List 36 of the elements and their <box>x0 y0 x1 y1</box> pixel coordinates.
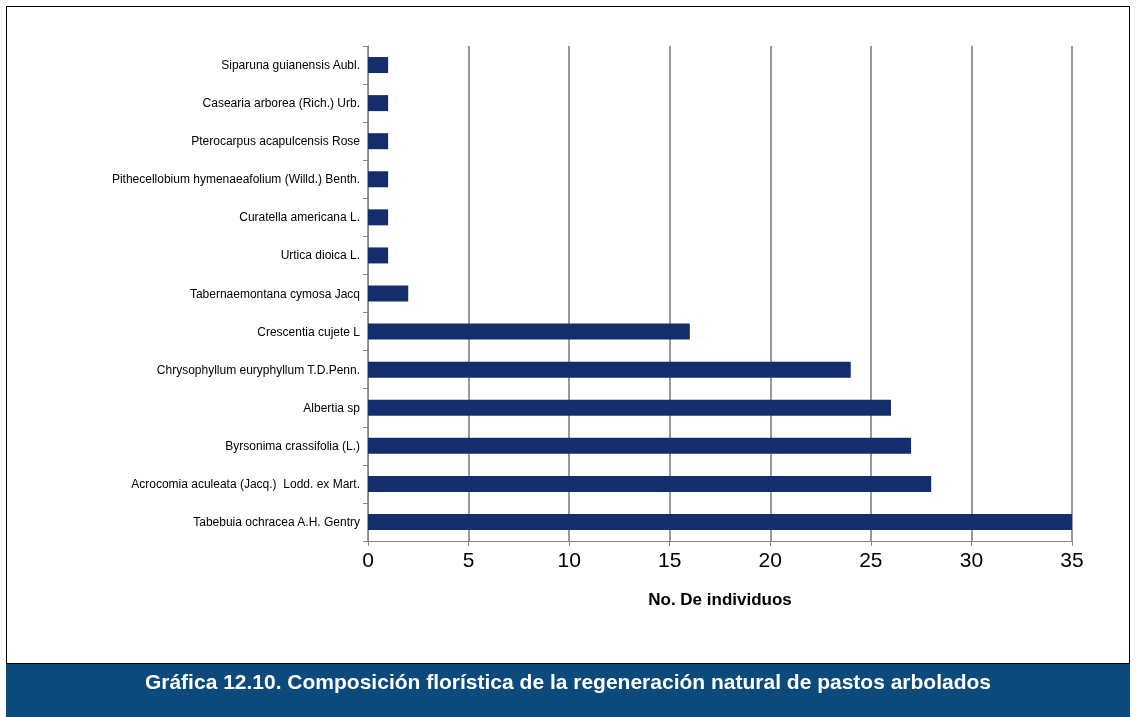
y-tick-label: Byrsonima crassifolia (L.) <box>225 438 360 453</box>
x-tick-label: 0 <box>362 548 374 571</box>
y-tick-label: Acrocomia aculeata (Jacq.) Lodd. ex Mart. <box>131 476 360 491</box>
bar <box>368 247 389 264</box>
x-tick-label: 10 <box>557 548 581 571</box>
bar <box>368 513 1072 530</box>
x-tick-label: 20 <box>758 548 782 571</box>
y-tick-label: Pithecellobium hymenaeafolium (Willd.) Benth. <box>111 172 360 187</box>
bar <box>368 171 389 188</box>
bar <box>368 57 389 74</box>
bar <box>368 133 389 150</box>
y-tick-label: Chrysophyllum euryphyllum T.D.Penn. <box>156 362 360 377</box>
x-tick-label: 25 <box>859 548 883 571</box>
bar <box>368 209 389 226</box>
y-tick-label: Tabebuia ochracea A.H. Gentry <box>193 514 360 529</box>
x-tick-label: 15 <box>658 548 682 571</box>
y-tick-label: Pterocarpus acapulcensis Rose <box>191 134 361 149</box>
bar <box>368 323 690 340</box>
y-tick-label: Albertia sp <box>303 400 361 415</box>
x-tick-label: 30 <box>959 548 984 571</box>
x-axis-title: No. De individuos <box>648 590 792 609</box>
bar <box>368 399 891 416</box>
y-tick-label: Siparuna guianensis Aubl. <box>221 58 360 73</box>
y-tick-label: Curatella americana L. <box>239 210 360 225</box>
y-tick-label: Urtica dioica L. <box>280 248 360 263</box>
y-tick-label: Tabernaemontana cymosa Jacq <box>189 286 360 301</box>
bar <box>368 361 851 378</box>
y-tick-label: Casearia arborea (Rich.) Urb. <box>202 96 360 111</box>
x-tick-label: 35 <box>1060 548 1084 571</box>
bar <box>368 95 389 112</box>
y-tick-label: Crescentia cujete L <box>257 324 361 339</box>
bar <box>368 475 932 492</box>
text: Gráfica 12.10. Composición florística de la regeneración natural de pastos arbolados <box>6 664 1130 717</box>
bar <box>368 285 409 302</box>
x-tick-label: 5 <box>462 548 475 571</box>
bar <box>368 437 912 454</box>
